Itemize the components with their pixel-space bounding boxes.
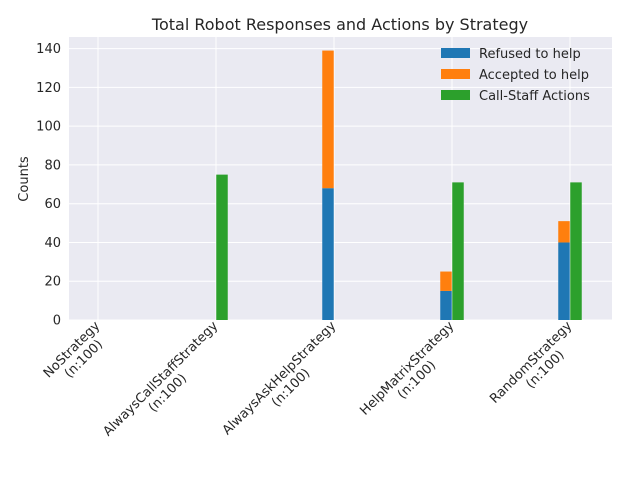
legend-swatch: [441, 48, 470, 58]
legend-label: Accepted to help: [479, 68, 589, 83]
bar-accepted-to-help: [440, 271, 452, 291]
y-tick-label: 40: [44, 236, 61, 251]
bar-refused-to-help: [322, 188, 334, 320]
bars: [216, 50, 582, 320]
legend-label: Refused to help: [479, 47, 581, 62]
bar-refused-to-help: [558, 242, 570, 320]
legend-swatch: [441, 69, 470, 79]
y-tick-label: 100: [36, 120, 61, 135]
chart-title: Total Robot Responses and Actions by Str…: [151, 15, 528, 34]
legend: Refused to help Accepted to help Call-Staf…: [441, 47, 590, 104]
grid-lines: [69, 37, 612, 321]
bar-call-staff-actions: [452, 182, 464, 320]
y-tick-label: 120: [36, 81, 61, 96]
bar-refused-to-help: [440, 290, 452, 320]
legend-label: Call-Staff Actions: [479, 89, 590, 104]
y-tick-label: 0: [53, 314, 61, 329]
y-tick-labels: 0 20 40 60 80 100 120 140: [36, 42, 61, 328]
bar-accepted-to-help: [558, 221, 570, 243]
legend-swatch: [441, 90, 470, 100]
bar-call-staff-actions: [570, 182, 582, 320]
y-tick-label: 140: [36, 42, 61, 57]
bar-call-staff-actions: [216, 174, 228, 320]
y-tick-label: 60: [44, 197, 61, 212]
plot-area: [69, 37, 612, 320]
bar-accepted-to-help: [322, 50, 334, 189]
y-tick-label: 20: [44, 275, 61, 290]
y-axis-label: Counts: [17, 156, 32, 202]
y-tick-label: 80: [44, 158, 61, 173]
